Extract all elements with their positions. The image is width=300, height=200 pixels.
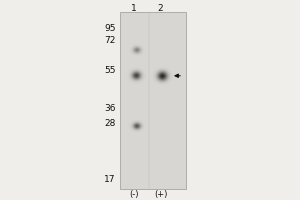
Text: 95: 95 xyxy=(104,24,116,33)
Text: 28: 28 xyxy=(104,119,116,128)
Text: 1: 1 xyxy=(130,4,136,13)
Text: (-): (-) xyxy=(129,190,138,199)
Text: 55: 55 xyxy=(104,66,116,75)
Bar xyxy=(120,12,186,189)
Text: 72: 72 xyxy=(104,36,116,45)
Text: 2: 2 xyxy=(158,4,163,13)
Text: 36: 36 xyxy=(104,104,116,113)
Text: (+): (+) xyxy=(154,190,167,199)
Text: 17: 17 xyxy=(104,175,116,184)
